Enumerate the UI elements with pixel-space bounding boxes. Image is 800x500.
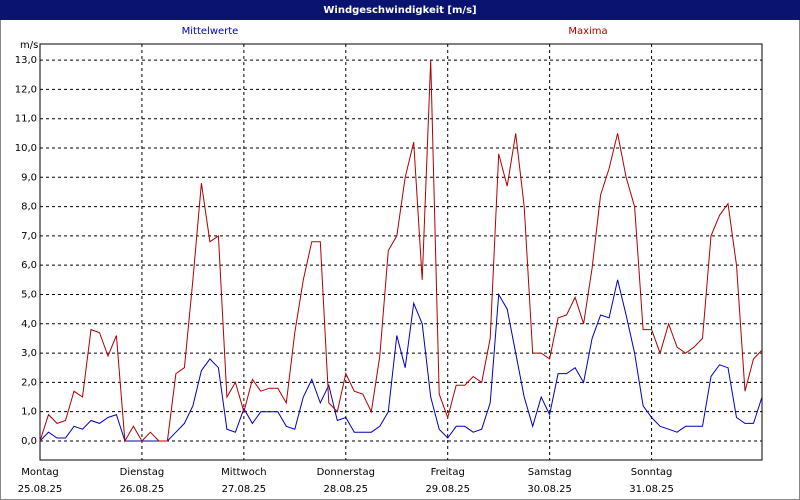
x-tick-date: 26.08.25 (120, 484, 165, 495)
x-tick-label: Freitag (431, 467, 465, 478)
x-tick-date: 25.08.25 (18, 484, 63, 495)
y-tick-label: 12,0 (15, 84, 37, 95)
y-tick-label: 10,0 (15, 143, 37, 154)
x-tick-label: Montag (21, 467, 58, 478)
x-tick-date: 28.08.25 (324, 484, 369, 495)
y-tick-label: 5,0 (21, 289, 37, 300)
y-tick-label: 6,0 (21, 260, 37, 271)
title-bar (0, 0, 800, 20)
chart-title: Windgeschwindigkeit [m/s] (323, 5, 476, 16)
y-axis-label: m/s (20, 40, 38, 51)
data-line (39, 60, 763, 443)
x-tick-date: 29.08.25 (425, 484, 470, 495)
plot-area (39, 43, 763, 461)
y-tick-label: 2,0 (21, 377, 37, 388)
y-tick-label: 8,0 (21, 202, 37, 213)
x-tick-date: 31.08.25 (629, 484, 674, 495)
legend-label: Maxima (568, 26, 607, 37)
legend-label: Mittelwerte (182, 26, 239, 37)
x-tick-label: Sonntag (631, 467, 673, 478)
y-tick-label: 9,0 (21, 172, 37, 183)
x-tick-label: Samstag (528, 467, 572, 478)
x-tick-label: Donnerstag (317, 467, 375, 478)
x-tick-date: 27.08.25 (222, 484, 267, 495)
y-tick-label: 3,0 (21, 348, 37, 359)
x-tick-label: Mittwoch (221, 467, 266, 478)
y-tick-label: 4,0 (21, 319, 37, 330)
y-tick-label: 13,0 (15, 55, 37, 66)
x-tick-date: 30.08.25 (527, 484, 572, 495)
y-tick-label: 1,0 (21, 407, 37, 418)
y-tick-label: 11,0 (15, 114, 37, 125)
x-tick-label: Dienstag (120, 467, 165, 478)
y-tick-label: 7,0 (21, 231, 37, 242)
y-tick-label: 0,0 (21, 436, 37, 447)
